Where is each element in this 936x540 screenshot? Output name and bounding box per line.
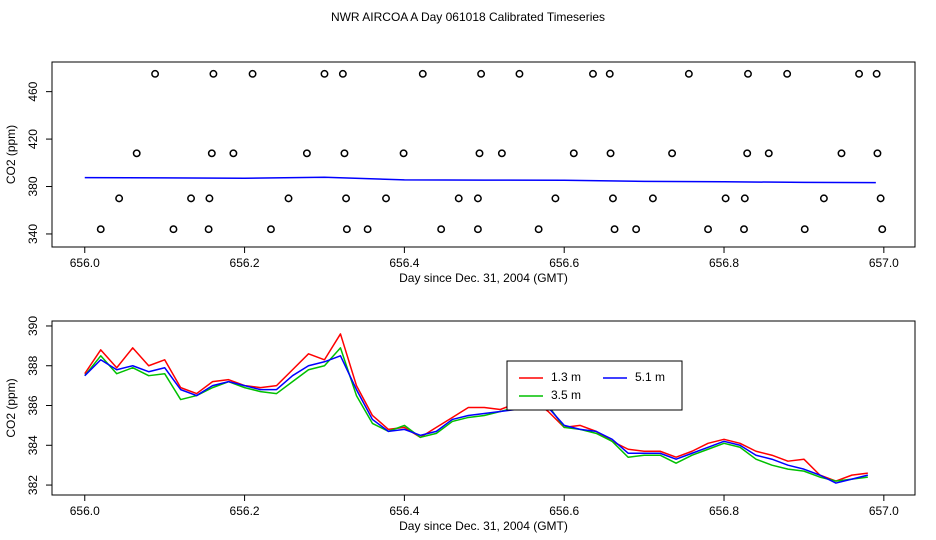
x-tick-label: 656.8	[709, 256, 739, 270]
data-point	[632, 225, 641, 234]
data-point	[743, 149, 752, 158]
y-axis-title: CO2 (ppm)	[4, 378, 18, 437]
data-point	[477, 69, 486, 78]
data-point	[115, 194, 124, 203]
data-point	[340, 149, 349, 158]
y-tick-label: 384	[26, 435, 40, 455]
data-point	[569, 149, 578, 158]
data-point	[284, 194, 293, 203]
x-tick-label: 656.2	[230, 256, 260, 270]
x-tick-label: 656.4	[389, 504, 419, 518]
data-line	[84, 347, 868, 482]
data-point	[187, 194, 195, 203]
data-point	[363, 225, 372, 234]
data-point	[551, 194, 560, 203]
data-point	[721, 194, 730, 203]
legend-label: 5.1 m	[635, 370, 665, 384]
data-point	[589, 69, 597, 78]
x-tick-label: 656.0	[70, 504, 100, 518]
data-point	[609, 194, 617, 203]
data-point	[740, 194, 749, 203]
x-axis-title: Day since Dec. 31, 2004 (GMT)	[399, 271, 568, 285]
x-tick-label: 656.2	[230, 504, 260, 518]
data-point	[872, 69, 881, 78]
data-point	[204, 225, 213, 234]
data-point	[302, 149, 311, 158]
legend-label: 3.5 m	[551, 388, 581, 402]
data-point	[783, 69, 792, 78]
data-point	[610, 225, 619, 234]
data-point	[740, 225, 748, 234]
data-point	[205, 194, 214, 203]
data-point	[207, 149, 216, 158]
chart-title: NWR AIRCOA A Day 061018 Calibrated Times…	[331, 10, 605, 24]
data-point	[819, 194, 828, 203]
x-tick-label: 656.6	[549, 504, 579, 518]
data-point	[454, 194, 463, 203]
data-point	[800, 225, 809, 234]
y-tick-label: 382	[26, 475, 40, 495]
y-tick-label: 460	[26, 81, 40, 101]
data-point	[855, 69, 864, 78]
data-point	[873, 149, 882, 158]
data-point	[151, 69, 160, 78]
plot-frame	[51, 61, 916, 248]
y-tick-label: 386	[26, 395, 40, 415]
x-tick-label: 656.0	[70, 256, 100, 270]
data-point	[878, 225, 887, 234]
data-point	[704, 225, 712, 234]
plot-frame	[51, 320, 916, 496]
x-tick-label: 656.4	[389, 256, 419, 270]
y-tick-label: 380	[26, 176, 40, 196]
data-line	[84, 176, 876, 184]
data-point	[320, 69, 329, 78]
data-point	[229, 149, 238, 158]
data-point	[96, 225, 105, 234]
data-point	[515, 69, 524, 78]
data-line	[84, 355, 869, 484]
data-point	[132, 149, 141, 158]
data-point	[534, 225, 543, 234]
data-point	[418, 69, 427, 78]
data-line	[84, 333, 868, 482]
data-point	[606, 149, 615, 158]
data-point	[342, 225, 351, 234]
data-point	[684, 69, 693, 78]
data-point	[382, 194, 390, 203]
y-tick-label: 390	[26, 316, 40, 336]
data-point	[668, 149, 677, 158]
data-point	[399, 149, 408, 158]
y-tick-label: 420	[26, 129, 40, 149]
data-point	[437, 225, 446, 234]
y-tick-label: 340	[26, 224, 40, 244]
data-point	[169, 225, 178, 234]
data-point	[473, 194, 482, 203]
data-point	[876, 194, 885, 203]
data-point	[605, 69, 614, 78]
y-axis-title: CO2 (ppm)	[4, 125, 18, 184]
data-point	[248, 69, 257, 78]
x-tick-label: 657.0	[869, 256, 899, 270]
data-point	[497, 149, 506, 158]
data-point	[342, 194, 351, 203]
x-tick-label: 656.8	[709, 504, 739, 518]
data-point	[473, 225, 482, 234]
data-point	[837, 149, 846, 158]
legend-label: 1.3 m	[551, 370, 581, 384]
x-axis-title: Day since Dec. 31, 2004 (GMT)	[399, 519, 568, 533]
data-point	[744, 69, 752, 78]
data-point	[764, 149, 773, 158]
x-tick-label: 657.0	[869, 504, 899, 518]
data-point	[209, 69, 218, 78]
x-tick-label: 656.6	[549, 256, 579, 270]
data-point	[338, 69, 347, 78]
y-tick-label: 388	[26, 355, 40, 375]
data-point	[475, 149, 484, 158]
data-point	[648, 194, 657, 203]
data-point	[266, 225, 275, 234]
legend-box	[506, 360, 683, 411]
